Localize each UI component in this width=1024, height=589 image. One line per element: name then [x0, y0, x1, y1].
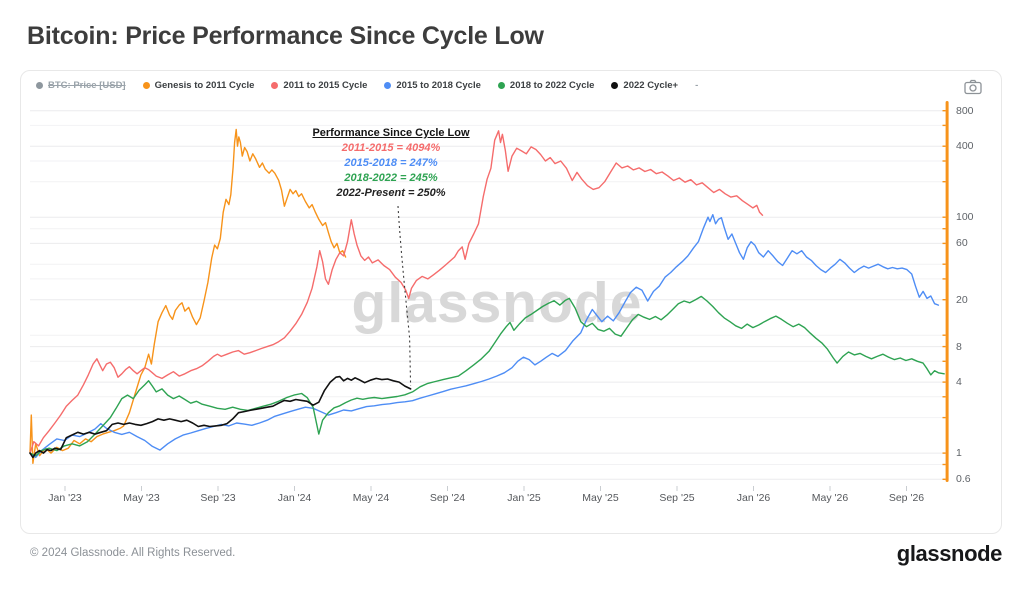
legend-label: 2011 to 2015 Cycle	[283, 80, 368, 91]
legend-dot	[497, 82, 505, 89]
y-axis-label: 8	[956, 340, 962, 353]
y-axis-label: 20	[956, 293, 968, 306]
legend-item-btc-price-usd-[interactable]: BTC: Price [USD]	[36, 80, 126, 91]
legend-item-2011-to-2015-cycle[interactable]: 2011 to 2015 Cycle	[271, 80, 367, 91]
glassnode-logo: glassnode	[896, 541, 1003, 566]
copyright-text: © 2024 Glassnode. All Rights Reserved.	[30, 547, 236, 559]
x-axis-label: May '26	[811, 492, 849, 504]
legend-dot	[36, 82, 43, 89]
series-2022-cycle-	[29, 375, 412, 459]
legend-dot	[611, 82, 619, 89]
legend-item-2018-to-2022-cycle[interactable]: 2018 to 2022 Cycle	[497, 80, 595, 91]
y-axis-label: 1	[956, 447, 962, 460]
x-axis-label: Sep '23	[200, 492, 236, 504]
annotation-value-line: 2022-Present = 250%	[336, 187, 446, 199]
x-axis-label: May '24	[352, 492, 390, 504]
series-2011-to-2015-cycle	[29, 130, 764, 454]
series-2015-to-2018-cycle	[29, 214, 940, 459]
x-axis-label: Sep '24	[429, 492, 466, 504]
legend-label: BTC: Price [USD]	[48, 80, 126, 91]
series-genesis-to-2011-cycle	[29, 128, 347, 464]
annotation-lines: 2011-2015 = 4094% 2015-2018 = 247% 2018-20…	[281, 141, 501, 201]
x-axis-label: Jan '26	[736, 492, 771, 504]
y-axis-label: 60	[956, 237, 968, 250]
legend-item-genesis-to-2011-cycle[interactable]: Genesis to 2011 Cycle	[142, 80, 255, 91]
y-axis-label: 0.6	[956, 473, 971, 486]
legend-label: 2022 Cycle+	[623, 80, 679, 91]
legend-dot	[142, 82, 150, 89]
x-axis-label: May '23	[123, 492, 160, 504]
y-axis-label: 400	[956, 140, 974, 153]
legend-item-2015-to-2018-cycle[interactable]: 2015 to 2018 Cycle	[384, 80, 481, 91]
chart-card	[20, 70, 1002, 534]
camera-icon	[964, 79, 982, 95]
x-axis-label: Jan '23	[48, 492, 82, 504]
annotation-connector-line	[397, 205, 412, 386]
annotation-value-line: 2011-2015 = 4094%	[341, 142, 441, 154]
performance-annotation: Performance Since Cycle Low 2011-2015 = …	[281, 126, 501, 201]
y-axis-accent-bar	[945, 101, 949, 482]
series-2018-to-2022-cycle	[29, 295, 945, 457]
camera-export-button[interactable]	[963, 79, 985, 97]
y-axis-label: 100	[956, 211, 974, 224]
legend-separator: -	[695, 80, 699, 91]
annotation-value-line: 2018-2022 = 245%	[344, 172, 438, 184]
y-axis-label: 800	[956, 104, 974, 117]
x-axis-label: Sep '26	[888, 492, 925, 504]
legend-item-2022-cycle-[interactable]: 2022 Cycle+	[611, 80, 678, 91]
legend-label: 2015 to 2018 Cycle	[396, 80, 481, 91]
legend-dot	[271, 82, 279, 89]
glassnode-watermark: glassnode	[352, 271, 643, 335]
annotation-value-line: 2015-2018 = 247%	[344, 157, 438, 169]
annotation-title: Performance Since Cycle Low	[312, 127, 470, 139]
x-axis-label: Jan '24	[277, 492, 312, 504]
chart-legend: BTC: Price [USD] Genesis to 2011 Cycle 201…	[36, 80, 698, 91]
x-axis-label: May '25	[582, 492, 619, 504]
legend-label: 2018 to 2022 Cycle	[509, 80, 595, 91]
legend-label: Genesis to 2011 Cycle	[154, 80, 255, 91]
x-axis-label: Jan '25	[507, 492, 541, 504]
x-axis-label: Sep '25	[659, 492, 695, 504]
y-axis-label: 4	[956, 376, 962, 389]
page-title: Bitcoin: Price Performance Since Cycle L…	[27, 22, 544, 50]
legend-dot	[384, 82, 392, 89]
